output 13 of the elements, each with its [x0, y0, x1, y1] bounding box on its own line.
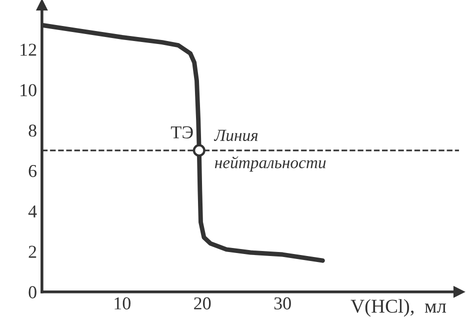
annotation: ТЭ: [170, 126, 193, 138]
y-tick-label: 4: [28, 205, 37, 218]
y-tick-label: 12: [20, 44, 36, 56]
y-tick-label: 8: [28, 124, 36, 137]
y-tick-label: 2: [28, 246, 36, 258]
x-tick-label: 20: [194, 297, 211, 310]
y-tick-label: 6: [28, 164, 37, 178]
y-tick-label: 10: [20, 84, 36, 96]
x-tick-label: 30: [274, 297, 291, 310]
x-tick-label: 10: [114, 297, 130, 310]
ref-line-label: Линия нейтральности: [214, 130, 326, 172]
x-axis-title: V(HCl), мл: [350, 299, 446, 317]
y-tick-label: 0: [28, 286, 36, 298]
